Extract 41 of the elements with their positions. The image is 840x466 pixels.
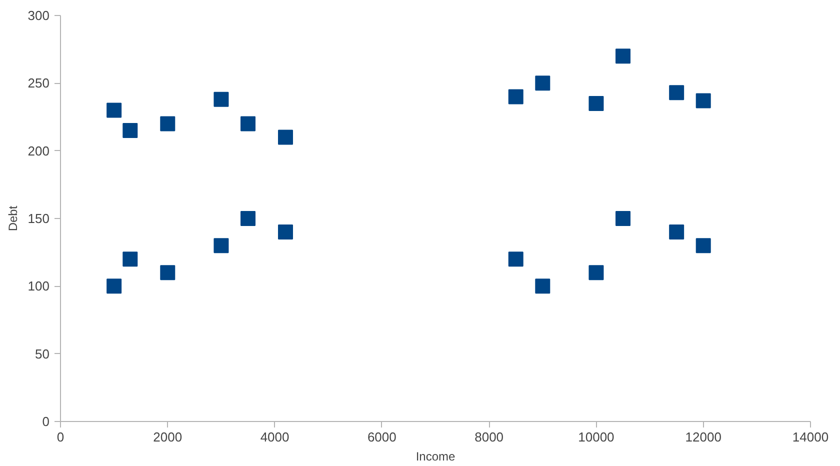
y-tick-label: 300 bbox=[28, 8, 50, 23]
point bbox=[122, 252, 138, 267]
point bbox=[240, 211, 256, 226]
point bbox=[669, 85, 684, 100]
point bbox=[669, 224, 684, 240]
y-tick-label: 250 bbox=[28, 76, 50, 91]
y-tick-label: 50 bbox=[35, 346, 50, 362]
point bbox=[278, 130, 293, 145]
point bbox=[508, 89, 524, 104]
y-tick-label: 0 bbox=[42, 414, 50, 429]
x-tick-label: 14000 bbox=[792, 430, 829, 444]
y-tick-label: 100 bbox=[28, 278, 50, 294]
point bbox=[696, 93, 711, 108]
point bbox=[535, 278, 550, 294]
point bbox=[616, 211, 630, 226]
y-tick-label: 150 bbox=[28, 211, 50, 226]
y-tick-label: 200 bbox=[28, 143, 50, 158]
point bbox=[696, 238, 711, 254]
point bbox=[278, 224, 293, 240]
point bbox=[508, 252, 524, 267]
point bbox=[214, 238, 229, 254]
x-tick-label: 0 bbox=[56, 430, 64, 444]
x-tick-label: 12000 bbox=[685, 430, 722, 444]
x-tick-label: 6000 bbox=[367, 430, 396, 444]
x-tick-label: 10000 bbox=[578, 430, 614, 444]
x-tick-label: 4000 bbox=[260, 430, 290, 444]
point bbox=[106, 278, 122, 294]
point bbox=[588, 265, 604, 280]
x-tick-label: 8000 bbox=[474, 430, 504, 444]
point bbox=[535, 76, 550, 91]
point bbox=[214, 92, 229, 107]
point bbox=[160, 265, 176, 280]
point bbox=[588, 96, 604, 111]
point bbox=[122, 123, 138, 138]
x-axis-title: Income bbox=[416, 450, 456, 464]
y-axis-title: Debt bbox=[6, 205, 20, 232]
point bbox=[616, 48, 630, 64]
point bbox=[106, 102, 122, 118]
point bbox=[240, 116, 256, 132]
point bbox=[160, 116, 176, 132]
x-tick-label: 2000 bbox=[153, 430, 182, 444]
